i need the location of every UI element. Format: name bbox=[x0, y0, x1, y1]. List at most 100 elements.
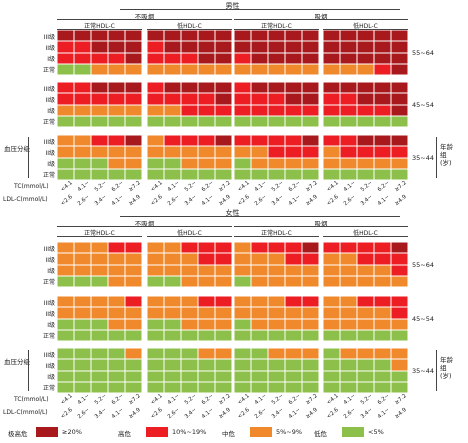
age-axis-bracket bbox=[436, 350, 437, 392]
risk-cell bbox=[340, 63, 357, 76]
bp-row-label: III级 bbox=[43, 138, 55, 146]
risk-cell bbox=[374, 264, 391, 276]
risk-cell bbox=[234, 359, 251, 371]
ldl-tick-label: 2.6~ bbox=[166, 407, 181, 421]
risk-cell bbox=[391, 30, 408, 42]
risk-cell bbox=[74, 146, 91, 158]
risk-cell bbox=[251, 296, 268, 308]
risk-cell bbox=[74, 275, 91, 288]
risk-cell bbox=[181, 381, 198, 394]
risk-cell bbox=[198, 242, 215, 254]
risk-cell bbox=[181, 168, 198, 181]
risk-cell bbox=[74, 307, 91, 319]
risk-cell bbox=[91, 41, 108, 53]
risk-cell bbox=[198, 348, 215, 360]
risk-cell bbox=[125, 242, 142, 254]
risk-cell bbox=[164, 93, 181, 105]
risk-cell bbox=[108, 41, 125, 53]
risk-cell bbox=[268, 30, 285, 42]
risk-cell bbox=[357, 242, 374, 254]
risk-cell bbox=[357, 41, 374, 53]
risk-cell bbox=[91, 30, 108, 42]
risk-cell bbox=[251, 329, 268, 342]
risk-cell bbox=[374, 359, 391, 371]
bp-axis-label: 血压分级 bbox=[4, 358, 30, 366]
risk-cell bbox=[234, 348, 251, 360]
risk-cell bbox=[215, 115, 232, 128]
risk-cell bbox=[147, 146, 164, 158]
risk-cell bbox=[357, 318, 374, 330]
risk-cell bbox=[391, 264, 408, 276]
risk-cell bbox=[391, 104, 408, 116]
risk-cell bbox=[108, 104, 125, 116]
risk-cell bbox=[181, 370, 198, 382]
risk-cell bbox=[374, 135, 391, 147]
tc-tick-label: <4.1 bbox=[325, 180, 340, 194]
risk-cell bbox=[285, 242, 302, 254]
tc-tick-label: 4.1~ bbox=[166, 393, 181, 407]
tc-tick-label: <4.1 bbox=[236, 393, 251, 407]
risk-cell bbox=[374, 30, 391, 42]
risk-cell bbox=[251, 318, 268, 330]
risk-cell bbox=[164, 264, 181, 276]
risk-cell bbox=[251, 242, 268, 254]
risk-cell bbox=[302, 381, 319, 394]
risk-cell bbox=[251, 264, 268, 276]
risk-cell bbox=[285, 307, 302, 319]
risk-cell bbox=[215, 93, 232, 105]
risk-cell bbox=[391, 242, 408, 254]
age-axis-bracket bbox=[436, 137, 437, 179]
risk-cell bbox=[215, 359, 232, 371]
smoking-divider bbox=[57, 226, 232, 227]
risk-cell bbox=[74, 63, 91, 76]
hdl-divider bbox=[323, 29, 408, 30]
risk-cell bbox=[374, 52, 391, 64]
risk-cell bbox=[125, 146, 142, 158]
risk-cell bbox=[285, 253, 302, 265]
risk-cell bbox=[251, 41, 268, 53]
risk-cell bbox=[147, 307, 164, 319]
smoking-divider bbox=[234, 19, 408, 20]
risk-cell bbox=[268, 146, 285, 158]
risk-cell bbox=[268, 115, 285, 128]
hdl-label: 低HDL-C bbox=[353, 23, 378, 30]
risk-cell bbox=[268, 242, 285, 254]
risk-cell bbox=[108, 307, 125, 319]
risk-cell bbox=[302, 52, 319, 64]
bp-row-label: III级 bbox=[43, 33, 55, 41]
risk-cell bbox=[302, 307, 319, 319]
risk-cell bbox=[91, 296, 108, 308]
risk-cell bbox=[108, 275, 125, 288]
risk-cell bbox=[285, 41, 302, 53]
risk-cell bbox=[285, 63, 302, 76]
risk-cell bbox=[302, 115, 319, 128]
tc-tick-label: <4.1 bbox=[325, 393, 340, 407]
risk-cell bbox=[323, 52, 340, 64]
legend-range: ≥20% bbox=[62, 428, 82, 436]
tc-tick-label: 5.2~ bbox=[270, 393, 285, 407]
bp-row-label: III级 bbox=[43, 351, 55, 359]
tc-tick-label: <4.1 bbox=[236, 180, 251, 194]
risk-cell bbox=[125, 157, 142, 169]
risk-cell bbox=[285, 52, 302, 64]
risk-cell bbox=[357, 135, 374, 147]
smoking-divider bbox=[234, 226, 408, 227]
risk-cell bbox=[215, 348, 232, 360]
tc-tick-label: 4.1~ bbox=[76, 393, 91, 407]
risk-cell bbox=[268, 63, 285, 76]
risk-cell bbox=[91, 253, 108, 265]
tc-tick-label: 6.2~ bbox=[376, 393, 391, 407]
risk-cell bbox=[215, 52, 232, 64]
risk-cell bbox=[164, 168, 181, 181]
risk-cell bbox=[285, 115, 302, 128]
tc-tick-label: 4.1~ bbox=[342, 180, 357, 194]
risk-cell bbox=[251, 359, 268, 371]
risk-cell bbox=[198, 30, 215, 42]
risk-cell bbox=[181, 146, 198, 158]
risk-cell bbox=[391, 370, 408, 382]
risk-cell bbox=[57, 104, 74, 116]
risk-cell bbox=[125, 253, 142, 265]
risk-cell bbox=[357, 93, 374, 105]
risk-cell bbox=[147, 296, 164, 308]
risk-cell bbox=[125, 381, 142, 394]
